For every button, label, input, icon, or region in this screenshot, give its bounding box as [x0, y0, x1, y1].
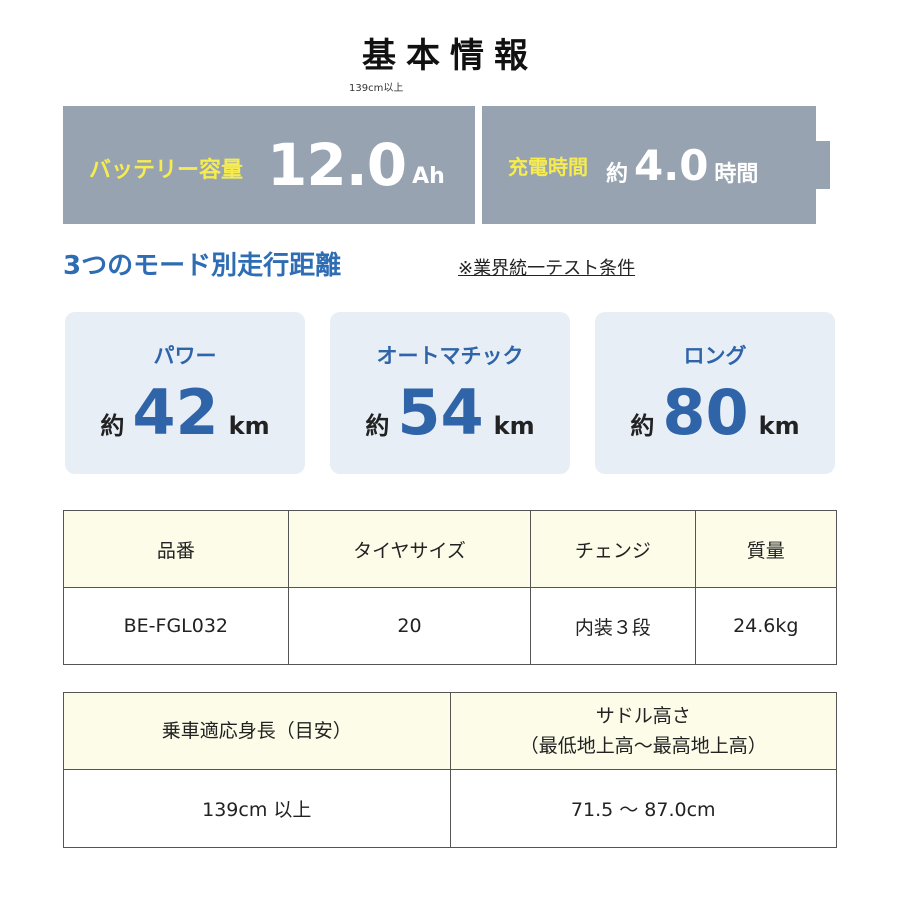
mode-unit: km — [493, 412, 535, 440]
mode-distance: 42 — [132, 376, 219, 449]
header-rider-height: 乗車適応身長（目安） — [63, 692, 451, 770]
mode-name: パワー — [153, 344, 217, 368]
charge-unit: 時間 — [714, 162, 759, 187]
page-title: 基本情報 — [362, 36, 538, 76]
header-tire-size: タイヤサイズ — [287, 510, 532, 588]
charge-label: 充電時間 — [508, 154, 588, 179]
cell-saddle-height: 71.5 ～ 87.0cm — [449, 769, 837, 848]
mode-approx: 約 — [630, 412, 655, 440]
capacity-value: 12.0 — [267, 131, 407, 199]
mode-approx: 約 — [365, 412, 390, 440]
mode-name: オートマチック — [376, 344, 524, 368]
table-header-row: 品番 タイヤサイズ チェンジ 質量 — [63, 510, 837, 588]
charge-value: 4.0 — [634, 140, 709, 190]
saddle-height-title: サドル高さ — [595, 705, 691, 727]
table-row: 139cm 以上 71.5 ～ 87.0cm — [63, 769, 837, 848]
header-saddle-height: サドル高さ （最低地上高～最高地上高） — [449, 692, 837, 770]
saddle-height-subtitle: （最低地上高～最高地上高） — [519, 735, 767, 757]
capacity-unit: Ah — [412, 163, 445, 189]
test-condition-link[interactable]: ※業界統一テスト条件 — [458, 258, 636, 279]
cell-tire-size: 20 — [287, 587, 532, 665]
header-weight: 質量 — [694, 510, 837, 588]
mode-name: ロング — [683, 344, 747, 368]
mode-unit: km — [758, 412, 800, 440]
battery-terminal-icon — [816, 141, 830, 189]
cell-rider-height: 139cm 以上 — [63, 769, 451, 848]
small-note: 139cm以上 — [349, 83, 404, 94]
spec-table-fit: 乗車適応身長（目安） サドル高さ （最低地上高～最高地上高） 139cm 以上 … — [63, 692, 837, 848]
capacity-label: バッテリー容量 — [89, 158, 244, 183]
mode-distance: 80 — [662, 376, 749, 449]
header-gear: チェンジ — [530, 510, 696, 588]
header-model: 品番 — [63, 510, 289, 588]
battery-capacity-panel: バッテリー容量 12.0 Ah — [63, 106, 475, 224]
mode-unit: km — [228, 412, 270, 440]
mode-approx: 約 — [100, 412, 125, 440]
charge-time-panel: 充電時間 約 4.0 時間 — [482, 106, 816, 224]
cell-weight: 24.6kg — [694, 587, 837, 665]
mode-card-automatic: オートマチック 約 54 km — [330, 312, 570, 474]
cell-gear: 内装３段 — [530, 587, 696, 665]
spec-table-basic: 品番 タイヤサイズ チェンジ 質量 BE-FGL032 20 内装３段 24.6… — [63, 510, 837, 665]
charge-approx: 約 — [606, 162, 629, 187]
mode-distance: 54 — [397, 376, 484, 449]
range-section-title: 3つのモード別走行距離 — [63, 251, 342, 281]
mode-card-power: パワー 約 42 km — [65, 312, 305, 474]
cell-model: BE-FGL032 — [63, 587, 289, 665]
table-row: BE-FGL032 20 内装３段 24.6kg — [63, 587, 837, 665]
mode-card-long: ロング 約 80 km — [595, 312, 835, 474]
table-header-row: 乗車適応身長（目安） サドル高さ （最低地上高～最高地上高） — [63, 692, 837, 770]
